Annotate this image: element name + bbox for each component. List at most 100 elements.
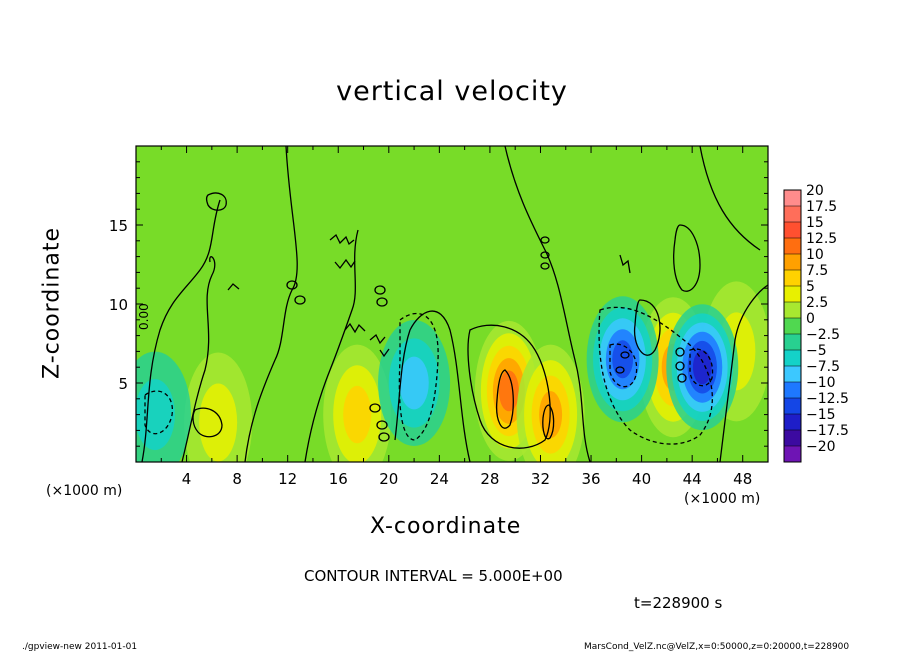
contour-small-6	[369, 403, 381, 413]
contour-core-4	[205, 192, 227, 211]
colorbar-cell-1	[784, 206, 801, 223]
colorbar-label-12: −10	[806, 375, 836, 391]
colorbar-cell-14	[784, 414, 801, 431]
colorbar-label-1: 17.5	[806, 199, 837, 215]
footer-left: ./gpview-new 2011-01-01	[22, 642, 138, 652]
contour-zero-8	[719, 284, 768, 462]
contour-zero-3	[244, 146, 298, 462]
velocity-feature-7-level-6	[692, 350, 712, 385]
colorbar-label-15: −17.5	[806, 423, 849, 439]
contour-dashed-4	[609, 343, 638, 388]
contour-noise-3	[344, 322, 366, 334]
colorbar-cell-6	[784, 286, 801, 303]
contour-zero-7	[699, 146, 761, 251]
velocity-feature-4-level-2	[199, 383, 238, 462]
contour-noise-7	[619, 254, 631, 274]
colorbar-cell-8	[784, 318, 801, 335]
colorbar-label-0: 20	[806, 183, 824, 199]
x-tick-label-8: 36	[581, 470, 600, 488]
contour-small-2	[294, 295, 306, 305]
x-tick-label-5: 24	[430, 470, 449, 488]
chart-title: vertical velocity	[336, 76, 568, 107]
colorbar: 2017.51512.5107.552.50−2.5−5−7.5−10−12.5…	[783, 183, 849, 463]
y-tick-label-0: 5	[118, 375, 128, 393]
colorbar-frame	[783, 189, 802, 463]
contour-small-1	[286, 280, 298, 290]
contour-small-4	[540, 251, 550, 259]
contour-dashed-3	[144, 390, 173, 435]
contour-dashed-1	[398, 312, 439, 441]
contour-core-3	[673, 224, 701, 292]
colorbar-cell-3	[784, 238, 801, 255]
footer-right: MarsCond_VelZ.nc@VelZ,x=0:50000,z=0:2000…	[584, 642, 850, 652]
contour-small-5	[540, 262, 550, 270]
colorbar-cell-12	[784, 382, 801, 399]
contour-small-9	[675, 347, 685, 357]
contour-label-zero: 0.00	[137, 303, 151, 330]
contour-zero-4	[304, 229, 359, 462]
x-tick-label-0: 4	[182, 470, 192, 488]
velocity-feature-9-level-2	[136, 379, 175, 451]
colorbar-label-10: −5	[806, 343, 827, 359]
contour-small-8	[378, 432, 390, 442]
contour-small-7	[376, 420, 388, 430]
colorbar-label-7: 2.5	[806, 295, 828, 311]
colorbar-label-13: −12.5	[806, 391, 849, 407]
x-tick-label-1: 8	[232, 470, 242, 488]
contour-noise-1	[329, 233, 355, 246]
axis-ticks	[136, 146, 768, 462]
colorbar-cell-13	[784, 398, 801, 415]
contour-core-1	[496, 369, 514, 429]
y-tick-label-1: 10	[109, 296, 128, 314]
x-tick-label-6: 28	[480, 470, 499, 488]
time-stamp: t=228900 s	[634, 594, 723, 612]
colorbar-cell-0	[784, 190, 801, 207]
contour-zero-5	[394, 310, 471, 462]
colorbar-label-9: −2.5	[806, 327, 840, 343]
colorbar-cell-16	[784, 446, 801, 463]
velocity-feature-2-level-3	[343, 385, 372, 444]
x-tick-label-10: 44	[683, 470, 702, 488]
contour-dashed-5	[689, 348, 714, 387]
contour-zero-1	[141, 199, 221, 462]
colorbar-cell-9	[784, 334, 801, 351]
colorbar-label-6: 5	[806, 279, 815, 295]
y-tick-label-2: 15	[109, 217, 128, 235]
contour-noise-5	[379, 348, 390, 358]
colorbar-cell-11	[784, 366, 801, 383]
colorbar-label-3: 12.5	[806, 231, 837, 247]
x-tick-label-2: 12	[278, 470, 297, 488]
contour-core-2	[542, 404, 555, 440]
colorbar-cell-5	[784, 270, 801, 287]
colorbar-cell-15	[784, 430, 801, 447]
contour-small-13	[615, 366, 625, 374]
contour-small-12	[620, 351, 630, 359]
contour-small-3	[540, 236, 550, 244]
contour-noise-2	[334, 258, 356, 270]
x-tick-label-3: 16	[329, 470, 348, 488]
colorbar-label-16: −20	[806, 439, 836, 455]
contour-lines	[141, 146, 768, 462]
x-tick-label-9: 40	[632, 470, 651, 488]
contour-core-6	[633, 299, 661, 356]
contour-noise-6	[227, 283, 240, 291]
x-unit-label-left: (×1000 m)	[46, 483, 123, 499]
x-axis-label: X-coordinate	[370, 514, 522, 539]
velocity-feature-6-level-5	[612, 340, 634, 379]
x-tick-label-4: 20	[379, 470, 398, 488]
contour-small-10	[675, 361, 685, 371]
colorbar-cell-7	[784, 302, 801, 319]
contour-core-7	[192, 407, 223, 438]
colorbar-cell-2	[784, 222, 801, 239]
colorbar-label-4: 10	[806, 247, 824, 263]
colorbar-label-14: −15	[806, 407, 836, 423]
contour-core-5	[467, 324, 551, 449]
contour-dashed-2	[598, 306, 713, 445]
y-axis-label: Z-coordinate	[39, 227, 65, 379]
colorbar-label-8: 0	[806, 311, 815, 327]
x-unit-label-right: (×1000 m)	[684, 491, 761, 507]
contour-zero-6	[504, 146, 591, 462]
contour-small-11	[677, 373, 687, 383]
colorbar-label-2: 15	[806, 215, 824, 231]
